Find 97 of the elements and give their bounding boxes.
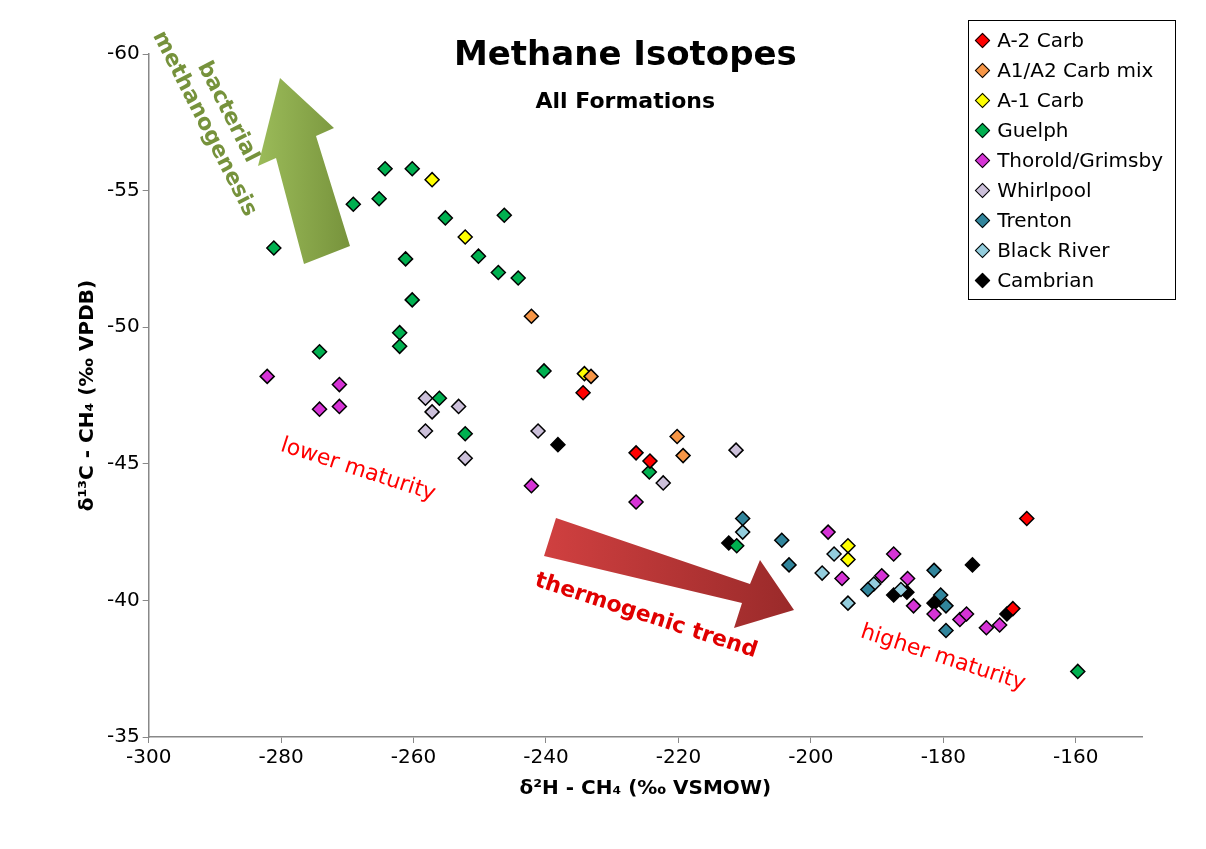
- point: [457, 229, 473, 245]
- point: [523, 477, 540, 494]
- point: [938, 622, 954, 639]
- y-tick-label: -45: [106, 450, 140, 474]
- point: [1019, 510, 1035, 527]
- x-tick-label: -280: [258, 744, 304, 769]
- point: [628, 494, 644, 510]
- legend-label: A-2 Carb: [997, 28, 1084, 52]
- legend-label: A1/A2 Carb mix: [997, 58, 1154, 82]
- point: [958, 606, 975, 622]
- point: [860, 581, 876, 598]
- point: [964, 557, 981, 573]
- point: [404, 292, 420, 308]
- point: [397, 251, 414, 267]
- point: [417, 390, 434, 406]
- point: [457, 450, 473, 467]
- point: [781, 557, 797, 573]
- point: [450, 398, 467, 415]
- x-tick-label: -160: [1053, 744, 1099, 769]
- text: All Formations: [535, 87, 716, 113]
- legend-label: Cambrian: [997, 268, 1095, 292]
- point: [404, 160, 420, 177]
- point: [331, 398, 348, 415]
- point: [885, 546, 902, 562]
- point: [820, 524, 836, 540]
- point: [834, 570, 850, 587]
- point: [978, 619, 995, 636]
- x-tick-label: -240: [523, 744, 569, 769]
- point: [938, 598, 954, 614]
- point: [734, 510, 751, 527]
- point: [530, 423, 546, 439]
- y-tick-label: -60: [106, 40, 140, 65]
- point: [932, 587, 949, 603]
- point: [926, 562, 942, 579]
- point: [266, 240, 282, 256]
- point: [675, 447, 691, 464]
- point: [431, 390, 448, 406]
- point: [655, 475, 671, 491]
- point: [774, 532, 790, 549]
- point: [550, 436, 566, 453]
- point: [331, 376, 348, 393]
- y-tick-label: -40: [106, 586, 140, 611]
- x-tick-label: -180: [920, 744, 967, 769]
- x-axis-title: δ²H - CH₄ (‰ VSMOW): [519, 775, 772, 800]
- x-tick-label: -260: [390, 744, 437, 769]
- point: [311, 344, 328, 360]
- point: [814, 565, 830, 581]
- point: [437, 210, 454, 226]
- point: [371, 191, 387, 207]
- point: [259, 368, 275, 385]
- point: [899, 570, 916, 587]
- legend-label: Whirlpool: [997, 178, 1092, 202]
- chart-title: Methane Isotopes: [453, 32, 797, 73]
- y-axis-title: δ¹³C - CH₄ (‰ VPDB): [74, 279, 99, 512]
- point: [874, 568, 890, 584]
- point: [1070, 663, 1086, 680]
- point: [424, 171, 440, 188]
- y-tick-label: -50: [106, 313, 140, 338]
- point: [536, 363, 552, 379]
- point: [893, 581, 909, 598]
- point: [377, 160, 393, 177]
- point: [583, 368, 599, 385]
- point: [826, 546, 842, 562]
- legend-label: A-1 Carb: [997, 88, 1084, 112]
- x-tick-label: -200: [788, 744, 834, 769]
- point: [728, 442, 744, 458]
- point: [926, 606, 942, 622]
- point: [510, 270, 526, 286]
- point: [311, 401, 328, 417]
- point: [391, 324, 408, 341]
- point: [734, 524, 751, 540]
- point: [669, 428, 685, 445]
- point: [840, 595, 856, 611]
- point: [905, 598, 922, 614]
- point: [391, 338, 408, 355]
- x-tick-label: -220: [655, 744, 702, 769]
- point: [575, 385, 591, 401]
- point: [840, 538, 856, 554]
- point: [523, 308, 540, 325]
- point: [457, 426, 473, 442]
- point: [628, 445, 644, 461]
- point: [496, 207, 513, 223]
- point: [1005, 600, 1021, 617]
- point: [470, 248, 487, 264]
- point: [728, 538, 745, 554]
- point: [642, 453, 658, 469]
- legend-label: Guelph: [997, 118, 1069, 142]
- point: [490, 264, 507, 281]
- point: [417, 423, 434, 439]
- y-tick-label: -55: [106, 176, 140, 201]
- point: [991, 617, 1008, 633]
- legend-label: Thorold/Grimsby: [997, 148, 1163, 172]
- point: [840, 551, 856, 568]
- legend-label: Trenton: [997, 208, 1072, 232]
- point: [424, 404, 440, 420]
- point: [345, 196, 362, 213]
- legend-label: Black River: [997, 238, 1110, 262]
